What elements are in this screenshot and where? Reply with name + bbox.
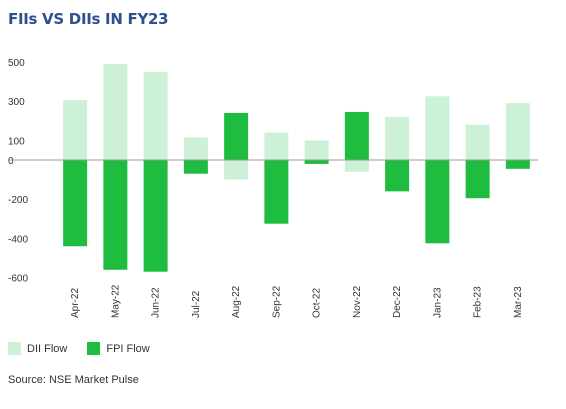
- fpi-flow-bar: [465, 160, 490, 199]
- x-tick-label: Mar-23: [513, 286, 524, 318]
- chart-title: FIIs VS DIIs IN FY23: [8, 10, 169, 28]
- fpi-flow-bar: [304, 160, 329, 164]
- x-tick-label: Jun-22: [151, 287, 162, 318]
- legend-swatch-fpi: [87, 342, 101, 355]
- dii-flow-bar: [63, 100, 88, 160]
- fpi-flow-bar: [505, 160, 530, 169]
- y-tick-label: -600: [8, 274, 28, 285]
- y-tick-label: 0: [8, 156, 14, 167]
- dii-flow-bar: [304, 140, 329, 160]
- dii-flow-bar: [385, 116, 410, 160]
- bar-chart: 500 300 100 0 -200 -400 -600 Apr-22 May-22 Jun-22…: [8, 58, 538, 318]
- legend-label-dii: DII Flow: [27, 342, 68, 355]
- fpi-flow-bar: [143, 160, 168, 272]
- dii-flow-bar: [143, 71, 168, 160]
- x-tick-label: Jan-23: [432, 287, 443, 318]
- fpi-flow-bar: [103, 160, 128, 270]
- fpi-flow-bar: [385, 160, 410, 192]
- fpi-flow-bar: [344, 111, 369, 160]
- x-tick-label: May-22: [110, 284, 121, 318]
- legend-label-fpi: FPI Flow: [106, 342, 150, 355]
- dii-flow-bar: [103, 63, 128, 160]
- legend-item-dii: DII Flow: [8, 342, 67, 355]
- fpi-flow-bar: [63, 160, 88, 247]
- fpi-flow-bar: [183, 160, 208, 174]
- x-tick-label: Jul-22: [191, 290, 202, 318]
- x-tick-label: Nov-22: [352, 285, 363, 318]
- source-note: Source: NSE Market Pulse: [8, 374, 139, 386]
- x-tick-label: Dec-22: [392, 285, 403, 318]
- fpi-flow-bar: [264, 160, 289, 224]
- x-tick-label: Feb-23: [473, 286, 484, 318]
- y-tick-label: -400: [8, 234, 28, 245]
- chart-legend: DII Flow FPI Flow: [8, 342, 170, 355]
- legend-swatch-dii: [8, 342, 21, 355]
- dii-flow-bar: [465, 124, 490, 160]
- fpi-flow-bar: [425, 160, 450, 244]
- dii-flow-bar: [344, 160, 369, 172]
- dii-flow-bar: [183, 137, 208, 160]
- dii-flow-bar: [505, 103, 530, 160]
- x-tick-label: Oct-22: [312, 288, 323, 318]
- y-tick-label: 300: [8, 97, 25, 108]
- y-tick-label: -200: [8, 195, 28, 206]
- x-tick-label: Sep-22: [271, 285, 282, 318]
- x-tick-label: Apr-22: [70, 288, 81, 318]
- dii-flow-bar: [264, 132, 289, 160]
- dii-flow-bar: [224, 160, 249, 180]
- dii-flow-bar: [425, 96, 450, 160]
- legend-item-fpi: FPI Flow: [87, 342, 150, 355]
- y-tick-label: 500: [8, 58, 25, 69]
- x-tick-label: Aug-22: [231, 285, 242, 318]
- y-tick-label: 100: [8, 136, 25, 147]
- fpi-flow-bar: [224, 112, 249, 160]
